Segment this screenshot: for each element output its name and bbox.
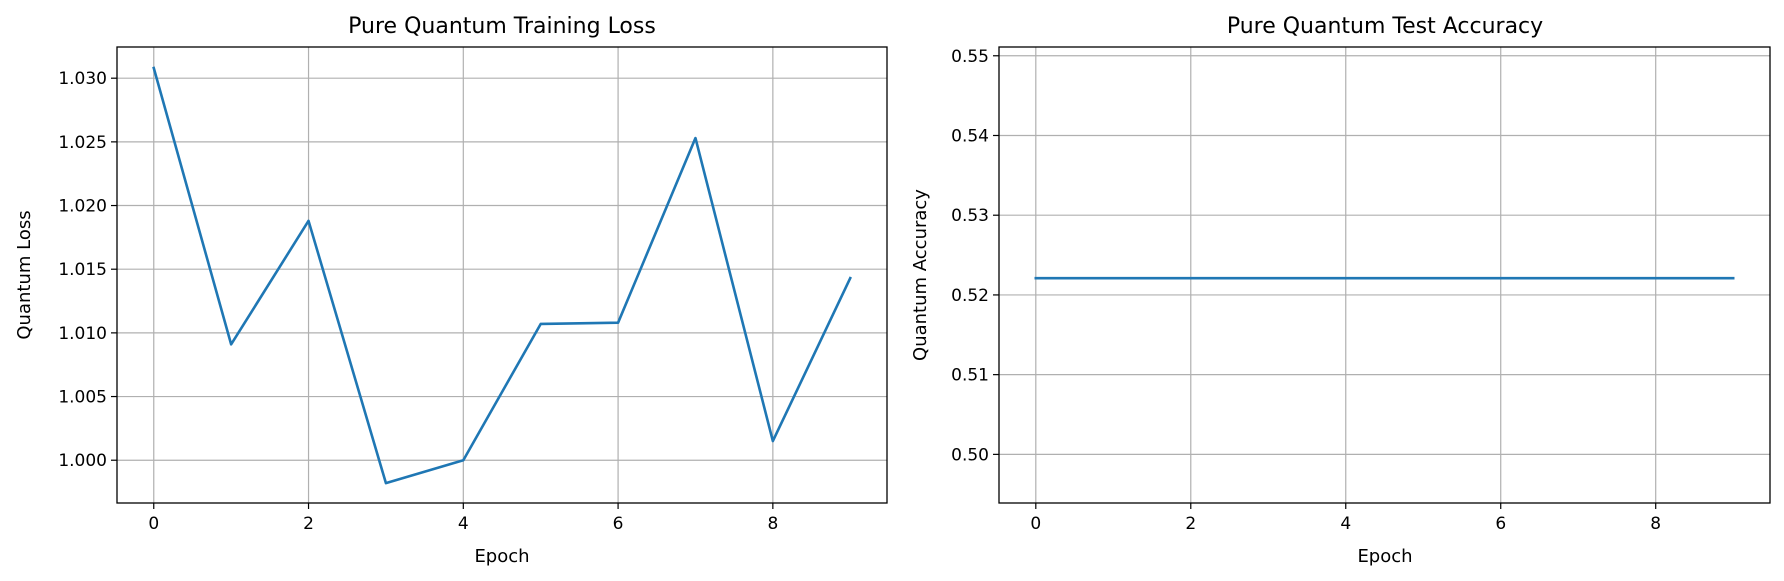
x-tick-label: 4	[458, 514, 469, 534]
y-tick-label: 0.52	[951, 286, 989, 306]
training-loss-chart: Pure Quantum Training Loss Epoch Quantum…	[14, 14, 888, 567]
axes-frame	[116, 46, 888, 504]
grid	[117, 47, 887, 503]
x-tick-label: 0	[1030, 514, 1041, 534]
y-tick-label: 1.030	[58, 69, 107, 89]
x-tick-label: 2	[1185, 514, 1196, 534]
axes-frame	[998, 46, 1771, 504]
y-tick-label: 0.55	[951, 47, 989, 67]
y-tick-label: 0.54	[951, 126, 989, 146]
y-axis-label: Quantum Loss	[14, 210, 35, 339]
x-axis-label: Epoch	[474, 546, 529, 567]
x-tick-label: 2	[303, 514, 314, 534]
series-line	[152, 66, 852, 485]
y-tick-label: 1.025	[58, 133, 107, 153]
y-tick-label: 1.005	[58, 388, 107, 408]
x-tick-label: 4	[1340, 514, 1351, 534]
y-tick-label: 0.51	[951, 366, 989, 386]
grid	[999, 47, 1770, 503]
x-tick-label: 8	[1650, 514, 1661, 534]
chart-title: Pure Quantum Test Accuracy	[1227, 14, 1543, 39]
x-tick-label: 6	[1495, 514, 1506, 534]
chart-title: Pure Quantum Training Loss	[348, 14, 656, 39]
y-tick-label: 1.000	[58, 451, 107, 471]
y-tick-label: 0.50	[951, 445, 989, 465]
x-tick-label: 6	[613, 514, 624, 534]
test-accuracy-chart: Pure Quantum Test Accuracy Epoch Quantum…	[910, 14, 1771, 567]
x-tick-label: 8	[767, 514, 778, 534]
y-tick-label: 1.020	[58, 197, 107, 217]
y-tick-label: 0.53	[951, 206, 989, 226]
y-tick-label: 1.010	[58, 324, 107, 344]
x-axis-label: Epoch	[1357, 546, 1412, 567]
y-axis-label: Quantum Accuracy	[910, 189, 931, 361]
x-tick-label: 0	[148, 514, 159, 534]
y-tick-label: 1.015	[58, 260, 107, 280]
